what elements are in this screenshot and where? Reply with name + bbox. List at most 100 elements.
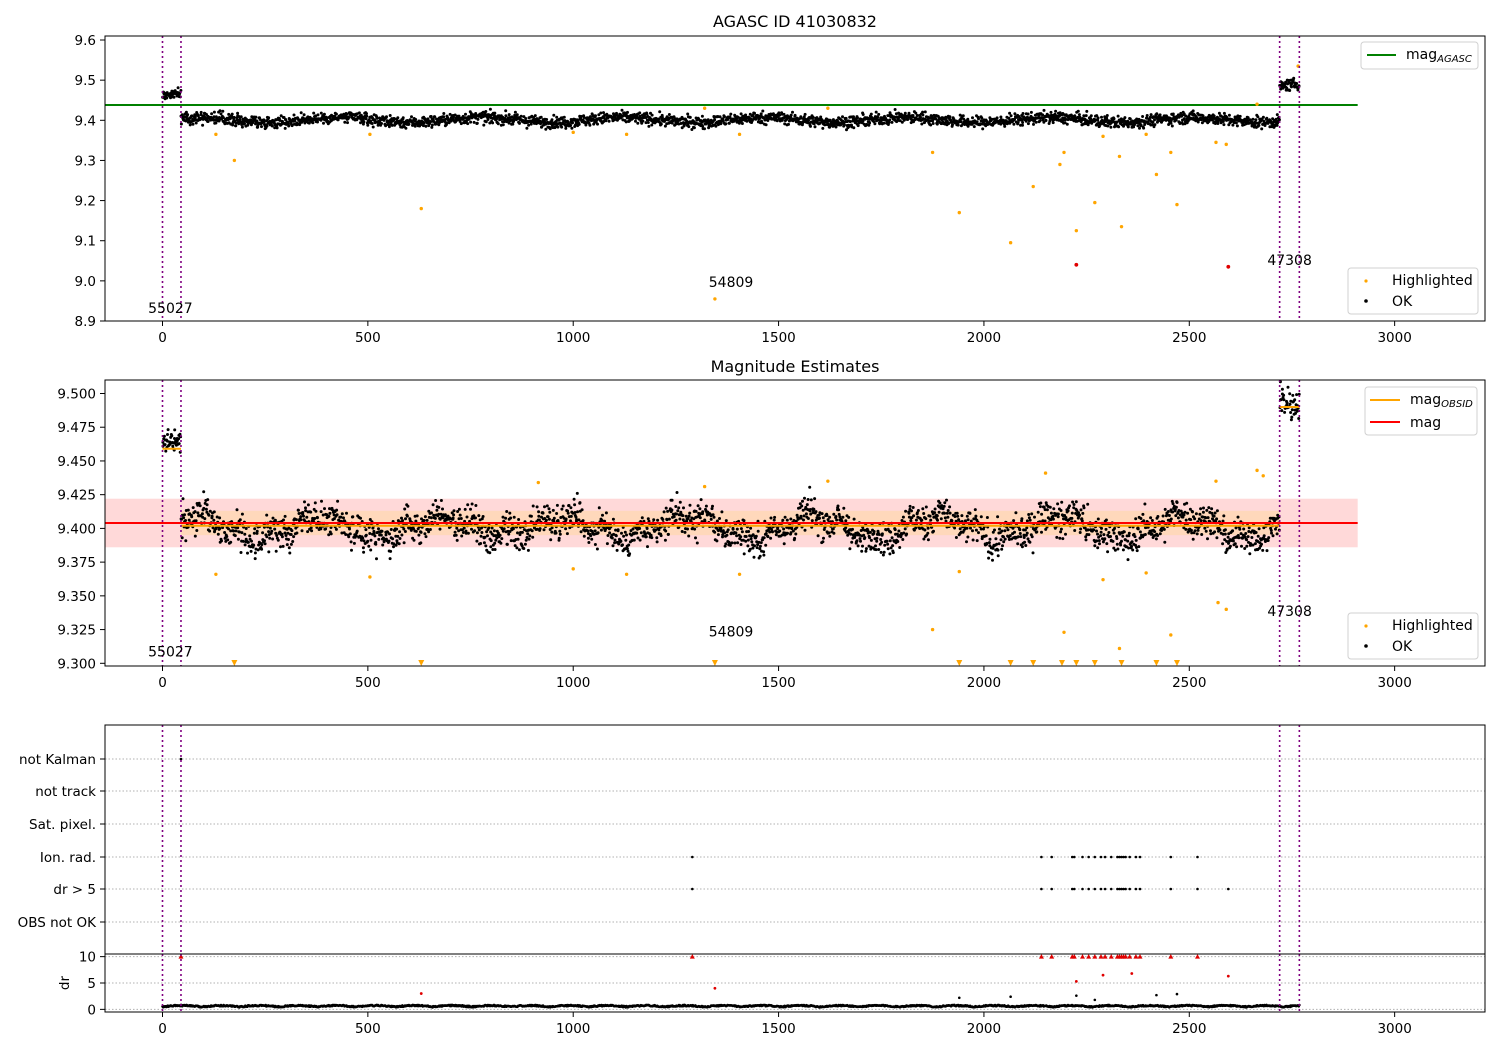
ok-point [1099, 534, 1103, 538]
highlighted-point [826, 106, 830, 110]
ok-point [656, 518, 660, 522]
ok-point [262, 120, 266, 124]
ok-point [891, 551, 895, 555]
ok-point [1038, 505, 1042, 509]
ok-point [734, 531, 738, 535]
ok-point [1126, 125, 1130, 129]
ok-point [660, 115, 664, 119]
ok-point [922, 512, 926, 515]
ok-point [299, 518, 303, 522]
ok-point [835, 518, 839, 522]
ok-point [1275, 113, 1279, 117]
ok-point [620, 108, 624, 112]
ok-point [953, 515, 957, 518]
ok-point [423, 532, 427, 536]
ok-point [800, 504, 804, 508]
highlighted-point [1224, 142, 1228, 147]
ok-point [289, 533, 293, 536]
ok-point [888, 118, 892, 122]
ok-point [762, 553, 766, 557]
ok-point [859, 539, 862, 543]
ok-point [625, 547, 629, 551]
ok-point [306, 530, 310, 534]
ok-point [1133, 535, 1137, 539]
ok-point [868, 530, 872, 534]
ok-point [221, 109, 225, 113]
ok-point [868, 536, 872, 540]
ok-point [235, 508, 239, 512]
ok-point [375, 116, 379, 120]
ok-point [327, 514, 331, 518]
ok-point [926, 526, 930, 530]
ok-point [570, 126, 574, 130]
ok-point [431, 117, 435, 121]
ok-point [301, 511, 305, 514]
ok-point [864, 547, 868, 551]
ok-point [841, 515, 845, 519]
ok-point [166, 433, 169, 436]
ok-point [392, 117, 396, 121]
ok-point [1170, 124, 1174, 128]
ok-point [1153, 123, 1157, 127]
ok-point [429, 115, 433, 118]
ok-point [529, 514, 533, 518]
ok-point [1109, 125, 1113, 129]
ok-point [252, 531, 256, 535]
ok-point [716, 533, 720, 537]
ok-point [278, 119, 282, 122]
highlighted-point [624, 132, 629, 137]
ok-point [698, 516, 702, 520]
ok-point [898, 546, 902, 549]
ok-point [555, 115, 559, 119]
ok-point [921, 507, 925, 511]
ok-point [695, 541, 699, 545]
ok-point [1006, 528, 1010, 532]
ok-point [1078, 531, 1082, 534]
ok-point [429, 516, 433, 520]
ok-point [508, 511, 512, 515]
ok-point [897, 529, 901, 533]
ok-point [260, 547, 264, 551]
ok-point [403, 530, 407, 533]
ok-point [764, 123, 768, 127]
ok-point [384, 533, 388, 537]
ok-point [1290, 85, 1293, 89]
ok-point [544, 127, 548, 131]
ok-point [1070, 516, 1074, 520]
ok-point [1021, 123, 1024, 127]
ok-point [636, 121, 640, 125]
ok-point [781, 518, 785, 522]
ok-point [803, 112, 807, 116]
ok-point [772, 518, 776, 522]
highlighted-point [1058, 162, 1062, 167]
ok-point [488, 551, 492, 555]
ok-point [218, 527, 222, 530]
x-tick-label: 500 [355, 330, 381, 346]
ok-point [1119, 543, 1123, 547]
ok-point [589, 534, 593, 538]
ok-point [984, 534, 988, 538]
ok-point [1013, 112, 1017, 116]
ok-point [588, 115, 592, 119]
ok-point [550, 530, 554, 534]
ok-point [340, 512, 344, 516]
highlighted-point [1031, 184, 1035, 189]
ok-point [275, 534, 279, 537]
ok-point [279, 114, 283, 118]
ok-point [729, 112, 733, 116]
ok-point [1039, 501, 1043, 505]
ok-point [965, 526, 969, 530]
ok-point [1033, 515, 1036, 519]
ok-point [1107, 531, 1111, 534]
ok-point [586, 529, 590, 533]
ok-point [782, 542, 786, 546]
ok-point [674, 505, 678, 508]
ok-point [550, 118, 554, 122]
ok-point [920, 518, 924, 522]
ok-point [541, 511, 545, 515]
ok-point [240, 531, 244, 535]
ok-point [856, 544, 860, 548]
ok-point [367, 544, 371, 548]
ok-point [172, 95, 176, 99]
ok-point [1085, 109, 1089, 113]
